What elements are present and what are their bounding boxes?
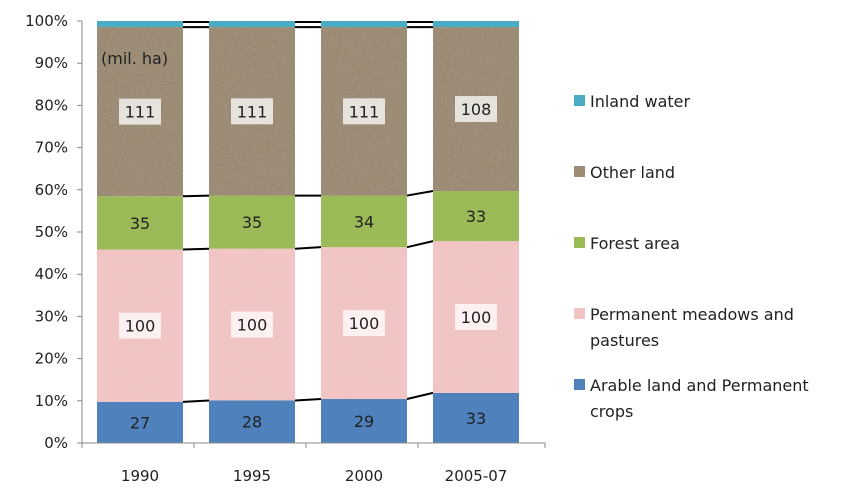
y-tick-label: 90% (35, 54, 68, 72)
data-label: 28 (236, 409, 268, 435)
bar-segment (321, 21, 407, 27)
y-tick-label: 70% (35, 139, 68, 157)
data-label: 34 (348, 208, 380, 234)
y-tick-label: 50% (35, 223, 68, 241)
legend-label: pastures (590, 331, 659, 350)
legend-label: Arable land and Permanent (590, 376, 809, 395)
data-label: 35 (124, 210, 156, 236)
connector-line (295, 399, 321, 401)
y-tick-label: 0% (44, 434, 68, 452)
bar-segment (433, 21, 519, 27)
legend-item: Arable land and Permanent crops (574, 376, 809, 421)
data-label: 111 (343, 98, 385, 124)
data-label: 27 (124, 409, 156, 435)
data-label: 33 (460, 405, 492, 431)
connector-line (407, 393, 433, 399)
data-label-text: 100 (461, 308, 492, 327)
legend-label: crops (590, 402, 633, 421)
bar-segment (209, 21, 295, 27)
legend-swatch (574, 166, 585, 177)
y-axis: 0% 10% 20% 30% 40% 50% 60% 70% 80% 90% 100% (25, 12, 82, 452)
data-label-text: 28 (242, 413, 262, 432)
connector-line (183, 400, 209, 401)
data-label-text: 100 (349, 314, 380, 333)
y-tick-label: 30% (35, 307, 68, 325)
legend-item: Forest area (574, 234, 680, 253)
connector-line (183, 196, 209, 197)
data-label-text: 111 (349, 102, 380, 121)
data-label-text: 29 (354, 412, 374, 431)
connector-line (295, 247, 321, 249)
x-axis: 1990 1995 2000 2005-07 (82, 443, 545, 485)
y-tick-label: 60% (35, 181, 68, 199)
data-label-text: 35 (242, 213, 262, 232)
data-label-text: 111 (125, 103, 156, 122)
y-tick-label: 100% (25, 12, 68, 30)
data-label-text: 33 (466, 409, 486, 428)
data-label-text: 34 (354, 212, 374, 231)
data-label: 100 (231, 312, 273, 338)
data-label-text: 27 (130, 413, 150, 432)
data-label: 100 (343, 310, 385, 336)
y-tick-label: 20% (35, 350, 68, 368)
units-annotation: (mil. ha) (101, 49, 168, 68)
legend: Arable land and Permanent crops Permanent … (574, 92, 809, 421)
x-tick-label: 2000 (345, 467, 383, 485)
data-label-text: 111 (237, 102, 268, 121)
data-label-text: 100 (125, 317, 156, 336)
connector-line (407, 191, 433, 196)
x-tick-label: 1995 (233, 467, 271, 485)
data-label: 111 (119, 99, 161, 125)
data-label-text: 33 (466, 207, 486, 226)
legend-item: Other land (574, 163, 675, 182)
legend-swatch (574, 95, 585, 106)
data-label: 29 (348, 408, 380, 434)
data-label: 100 (119, 313, 161, 339)
data-label-text: 108 (461, 100, 492, 119)
data-label: 111 (231, 98, 273, 124)
legend-swatch (574, 308, 585, 319)
series-forest-area (97, 191, 519, 250)
legend-item: Inland water (574, 92, 691, 111)
legend-label: Inland water (590, 92, 691, 111)
y-tick-label: 40% (35, 265, 68, 283)
legend-swatch (574, 237, 585, 248)
data-label-text: 100 (237, 316, 268, 335)
legend-label: Other land (590, 163, 675, 182)
y-tick-label: 10% (35, 392, 68, 410)
data-label: 35 (236, 209, 268, 235)
connector-line (183, 249, 209, 250)
x-tick-label: 2005-07 (445, 467, 508, 485)
legend-label: Forest area (590, 234, 680, 253)
y-tick-label: 80% (35, 96, 68, 114)
legend-item: Permanent meadows and pastures (574, 305, 794, 350)
data-label: 100 (455, 304, 497, 330)
x-tick-label: 1990 (121, 467, 159, 485)
data-label: 108 (455, 96, 497, 122)
data-label: 33 (460, 203, 492, 229)
legend-swatch (574, 379, 585, 390)
connector-line (407, 241, 433, 247)
bars (97, 21, 519, 443)
data-label-text: 35 (130, 214, 150, 233)
legend-label: Permanent meadows and (590, 305, 794, 324)
bar-segment (97, 21, 183, 27)
